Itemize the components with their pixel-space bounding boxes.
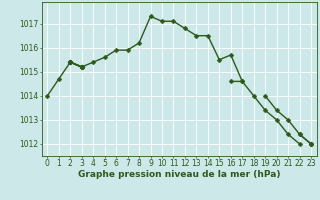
X-axis label: Graphe pression niveau de la mer (hPa): Graphe pression niveau de la mer (hPa)	[78, 170, 280, 179]
